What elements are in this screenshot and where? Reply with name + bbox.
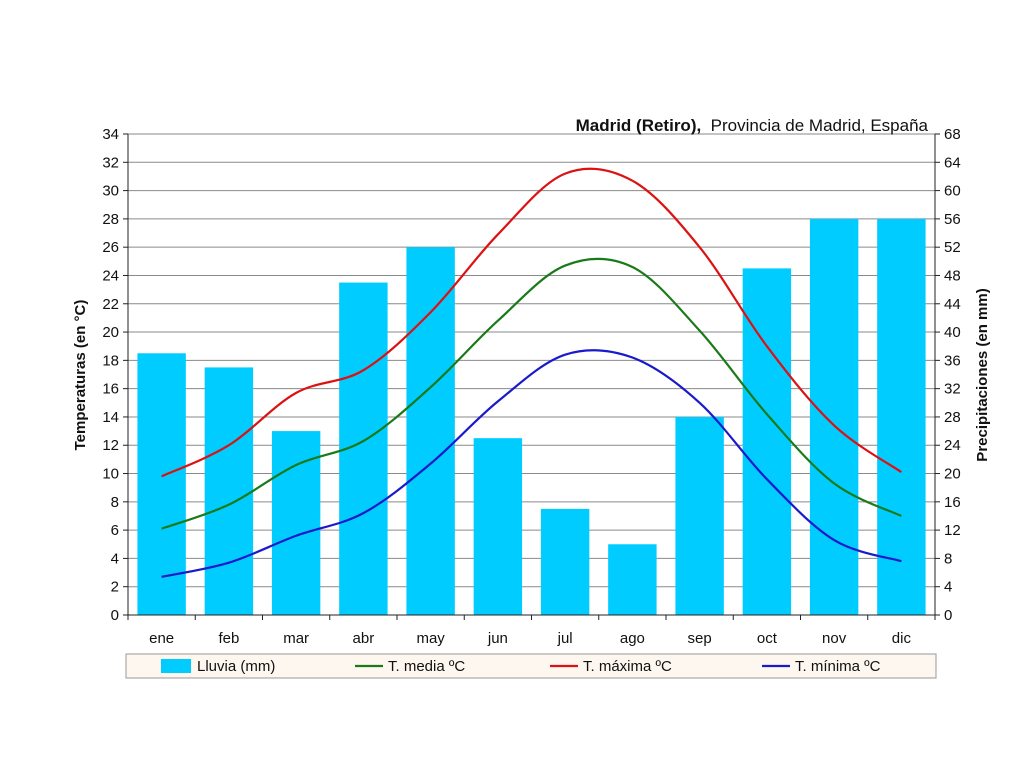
y-right-tick-label: 8 — [944, 550, 952, 567]
y-right-tick-label: 64 — [944, 154, 961, 171]
x-tick-label-sep: sep — [688, 630, 712, 647]
y-axis-left-title: Temperaturas (en °C) — [72, 300, 89, 451]
y-left-tick-label: 32 — [102, 154, 119, 171]
rain-bar-jul — [540, 508, 590, 615]
chart-title: Madrid (Retiro), Provincia de Madrid, Es… — [576, 116, 929, 135]
legend-label-lluvia: Lluvia (mm) — [197, 658, 275, 675]
y-right-tick-label: 32 — [944, 381, 961, 398]
temperature-lines — [161, 167, 903, 578]
y-right-tick-label: 28 — [944, 409, 961, 426]
y-right-tick-label: 56 — [944, 211, 961, 228]
legend-label-minima: T. mínima ºC — [795, 658, 881, 675]
legend-box — [125, 653, 937, 679]
y-left-tick-label: 8 — [111, 494, 119, 511]
x-tick-label-jun: jun — [487, 630, 508, 647]
rain-bar-oct — [742, 268, 792, 615]
x-tick-label-mar: mar — [283, 630, 309, 647]
y-right-tick-label: 36 — [944, 352, 961, 369]
y-left-tick-label: 14 — [102, 409, 119, 426]
y-left-tick-label: 20 — [102, 324, 119, 341]
y-left-tick-label: 24 — [102, 267, 119, 284]
y-axis-right-title: Precipitaciones (en mm) — [974, 288, 991, 461]
y-right-tick-label: 12 — [944, 522, 961, 539]
rain-bar-may — [406, 247, 455, 616]
y-right-tick-label: 16 — [944, 494, 961, 511]
rain-bar-nov — [809, 218, 859, 615]
y-right-tick-label: 48 — [944, 267, 961, 284]
x-tick-label-ene: ene — [149, 630, 174, 647]
x-tick-label-feb: feb — [218, 630, 239, 647]
y-right-tick-label: 4 — [944, 579, 952, 596]
y-right-tick-label: 24 — [944, 437, 961, 454]
rain-bars — [137, 218, 926, 616]
y-right-tick-label: 68 — [944, 126, 961, 143]
chart-title-rest: Provincia de Madrid, España — [711, 116, 929, 135]
y-left-tick-label: 6 — [111, 522, 119, 539]
y-left-tick-label: 10 — [102, 466, 119, 483]
legend-label-media: T. media ºC — [388, 658, 465, 675]
temperature-line-maxima — [161, 167, 903, 478]
y-left-tick-label: 26 — [102, 239, 119, 256]
y-left-tick-label: 18 — [102, 352, 119, 369]
y-left-tick-label: 16 — [102, 381, 119, 398]
rain-bar-feb — [204, 367, 254, 615]
temperature-line-media — [161, 257, 902, 530]
rain-bar-sep — [675, 416, 724, 615]
rain-bar-ene — [137, 353, 186, 615]
y-right-tick-label: 20 — [944, 466, 961, 483]
y-right-tick-label: 40 — [944, 324, 961, 341]
y-left-tick-label: 30 — [102, 183, 119, 200]
rain-bar-jun — [473, 438, 523, 615]
y-left-tick-label: 0 — [111, 607, 119, 624]
y-right-tick-label: 60 — [944, 183, 961, 200]
temperature-line-minima — [161, 349, 902, 578]
y-right-tick-label: 44 — [944, 296, 961, 313]
rain-bar-ago — [608, 544, 657, 615]
y-right-tick-label: 52 — [944, 239, 961, 256]
legend: Lluvia (mm) T. media ºC T. máxima ºC T. mín… — [125, 653, 937, 679]
y-left-tick-label: 22 — [102, 296, 119, 313]
y-left-tick-label: 28 — [102, 211, 119, 228]
x-tick-label-ago: ago — [620, 630, 645, 647]
grid-lines — [128, 133, 935, 616]
y-left-tick-label: 34 — [102, 126, 119, 143]
x-tick-label-oct: oct — [757, 630, 778, 647]
y-right-tick-label: 0 — [944, 607, 952, 624]
chart-title-bold: Madrid (Retiro), — [576, 116, 702, 135]
y-left-tick-label: 2 — [111, 579, 119, 596]
rain-bar-mar — [271, 431, 321, 615]
y-left-tick-label: 12 — [102, 437, 119, 454]
x-tick-label-abr: abr — [353, 630, 375, 647]
x-tick-label-may: may — [416, 630, 445, 647]
x-tick-label-nov: nov — [822, 630, 847, 647]
legend-swatch-lluvia — [161, 659, 191, 673]
x-tick-label-jul: jul — [557, 630, 573, 647]
rain-bar-dic — [877, 218, 926, 615]
axes: 0246810121416182022242628303234048121620… — [102, 126, 960, 647]
y-left-tick-label: 4 — [111, 550, 119, 567]
legend-label-maxima: T. máxima ºC — [583, 658, 672, 675]
x-tick-label-dic: dic — [892, 630, 912, 647]
